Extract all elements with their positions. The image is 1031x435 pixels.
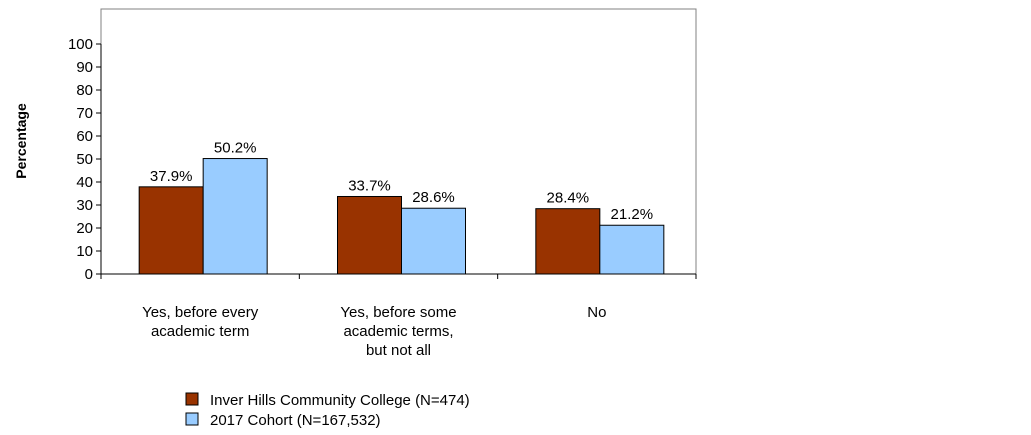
x-category-label: No — [587, 304, 606, 321]
data-label: 37.9% — [150, 168, 193, 185]
y-tick-label: 20 — [76, 220, 93, 237]
y-tick-label: 90 — [76, 59, 93, 76]
data-label: 21.2% — [611, 206, 654, 223]
bar-series-2-cat-1 — [202, 158, 268, 275]
legend-label: Inver Hills Community College (N=474) — [210, 392, 470, 409]
y-axis-title: Percentage — [13, 103, 29, 179]
y-tick-label: 100 — [68, 36, 93, 53]
y-tick-label: 80 — [76, 82, 93, 99]
y-tick-label: 60 — [76, 128, 93, 145]
y-tick-label: 50 — [76, 151, 93, 168]
data-label: 50.2% — [214, 140, 257, 157]
legend-label: 2017 Cohort (N=167,532) — [210, 412, 381, 429]
y-tick-label: 30 — [76, 197, 93, 214]
legend-swatch — [185, 412, 199, 426]
y-tick-label: 40 — [76, 174, 93, 191]
bar-series-1-cat-2 — [337, 195, 402, 275]
y-tick-label: 0 — [85, 266, 93, 283]
legend-swatch — [185, 392, 199, 406]
x-category-label: Yes, before every academic term — [142, 304, 259, 340]
data-label: 28.6% — [412, 189, 455, 206]
data-label: 28.4% — [547, 190, 590, 207]
data-label: 33.7% — [348, 177, 391, 194]
bar-series-1-cat-1 — [138, 186, 204, 275]
x-category-label: Yes, before some academic terms, but not a… — [340, 304, 456, 359]
bar-series-1-cat-3 — [535, 208, 601, 275]
bar-series-2-cat-3 — [599, 224, 665, 275]
y-tick-label: 10 — [76, 243, 93, 260]
bar-series-2-cat-2 — [401, 207, 466, 275]
y-tick-label: 70 — [76, 105, 93, 122]
